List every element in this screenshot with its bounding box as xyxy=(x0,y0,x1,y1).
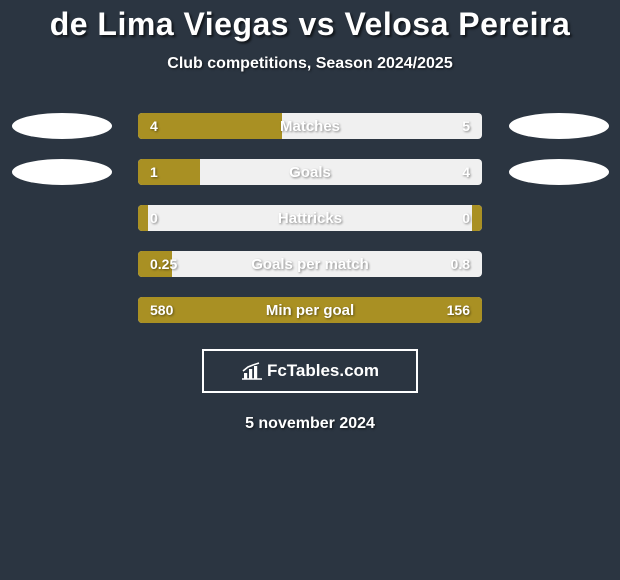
stat-label: Min per goal xyxy=(138,297,482,323)
stat-row: 00Hattricks xyxy=(0,205,620,231)
ellipse-icon xyxy=(12,113,112,139)
stat-bar: 14Goals xyxy=(138,159,482,185)
stat-bar: 45Matches xyxy=(138,113,482,139)
stat-bar: 580156Min per goal xyxy=(138,297,482,323)
team-badge-right xyxy=(506,155,611,189)
ellipse-icon xyxy=(509,113,609,139)
brand-text: FcTables.com xyxy=(267,361,379,381)
date-text: 5 november 2024 xyxy=(245,415,375,433)
comparison-card: de Lima Viegas vs Velosa Pereira Club co… xyxy=(0,0,620,433)
team-badge-left xyxy=(9,155,114,189)
stat-label: Goals xyxy=(138,159,482,185)
stat-rows: 45Matches 14Goals 00Hattricks 0.250.8Goals … xyxy=(0,113,620,323)
ellipse-icon xyxy=(12,159,112,185)
subtitle: Club competitions, Season 2024/2025 xyxy=(0,55,620,73)
page-title: de Lima Viegas vs Velosa Pereira xyxy=(0,6,620,43)
stat-bar: 0.250.8Goals per match xyxy=(138,251,482,277)
stat-label: Matches xyxy=(138,113,482,139)
team-badge-right xyxy=(506,109,611,143)
stat-row: 580156Min per goal xyxy=(0,297,620,323)
stat-row: 14Goals xyxy=(0,159,620,185)
stat-bar: 00Hattricks xyxy=(138,205,482,231)
stat-row: 0.250.8Goals per match xyxy=(0,251,620,277)
stat-label: Hattricks xyxy=(138,205,482,231)
footer: FcTables.com 5 november 2024 xyxy=(0,349,620,433)
stat-label: Goals per match xyxy=(138,251,482,277)
ellipse-icon xyxy=(509,159,609,185)
chart-icon xyxy=(241,362,263,380)
team-badge-left xyxy=(9,109,114,143)
stat-row: 45Matches xyxy=(0,113,620,139)
brand-box[interactable]: FcTables.com xyxy=(202,349,418,393)
